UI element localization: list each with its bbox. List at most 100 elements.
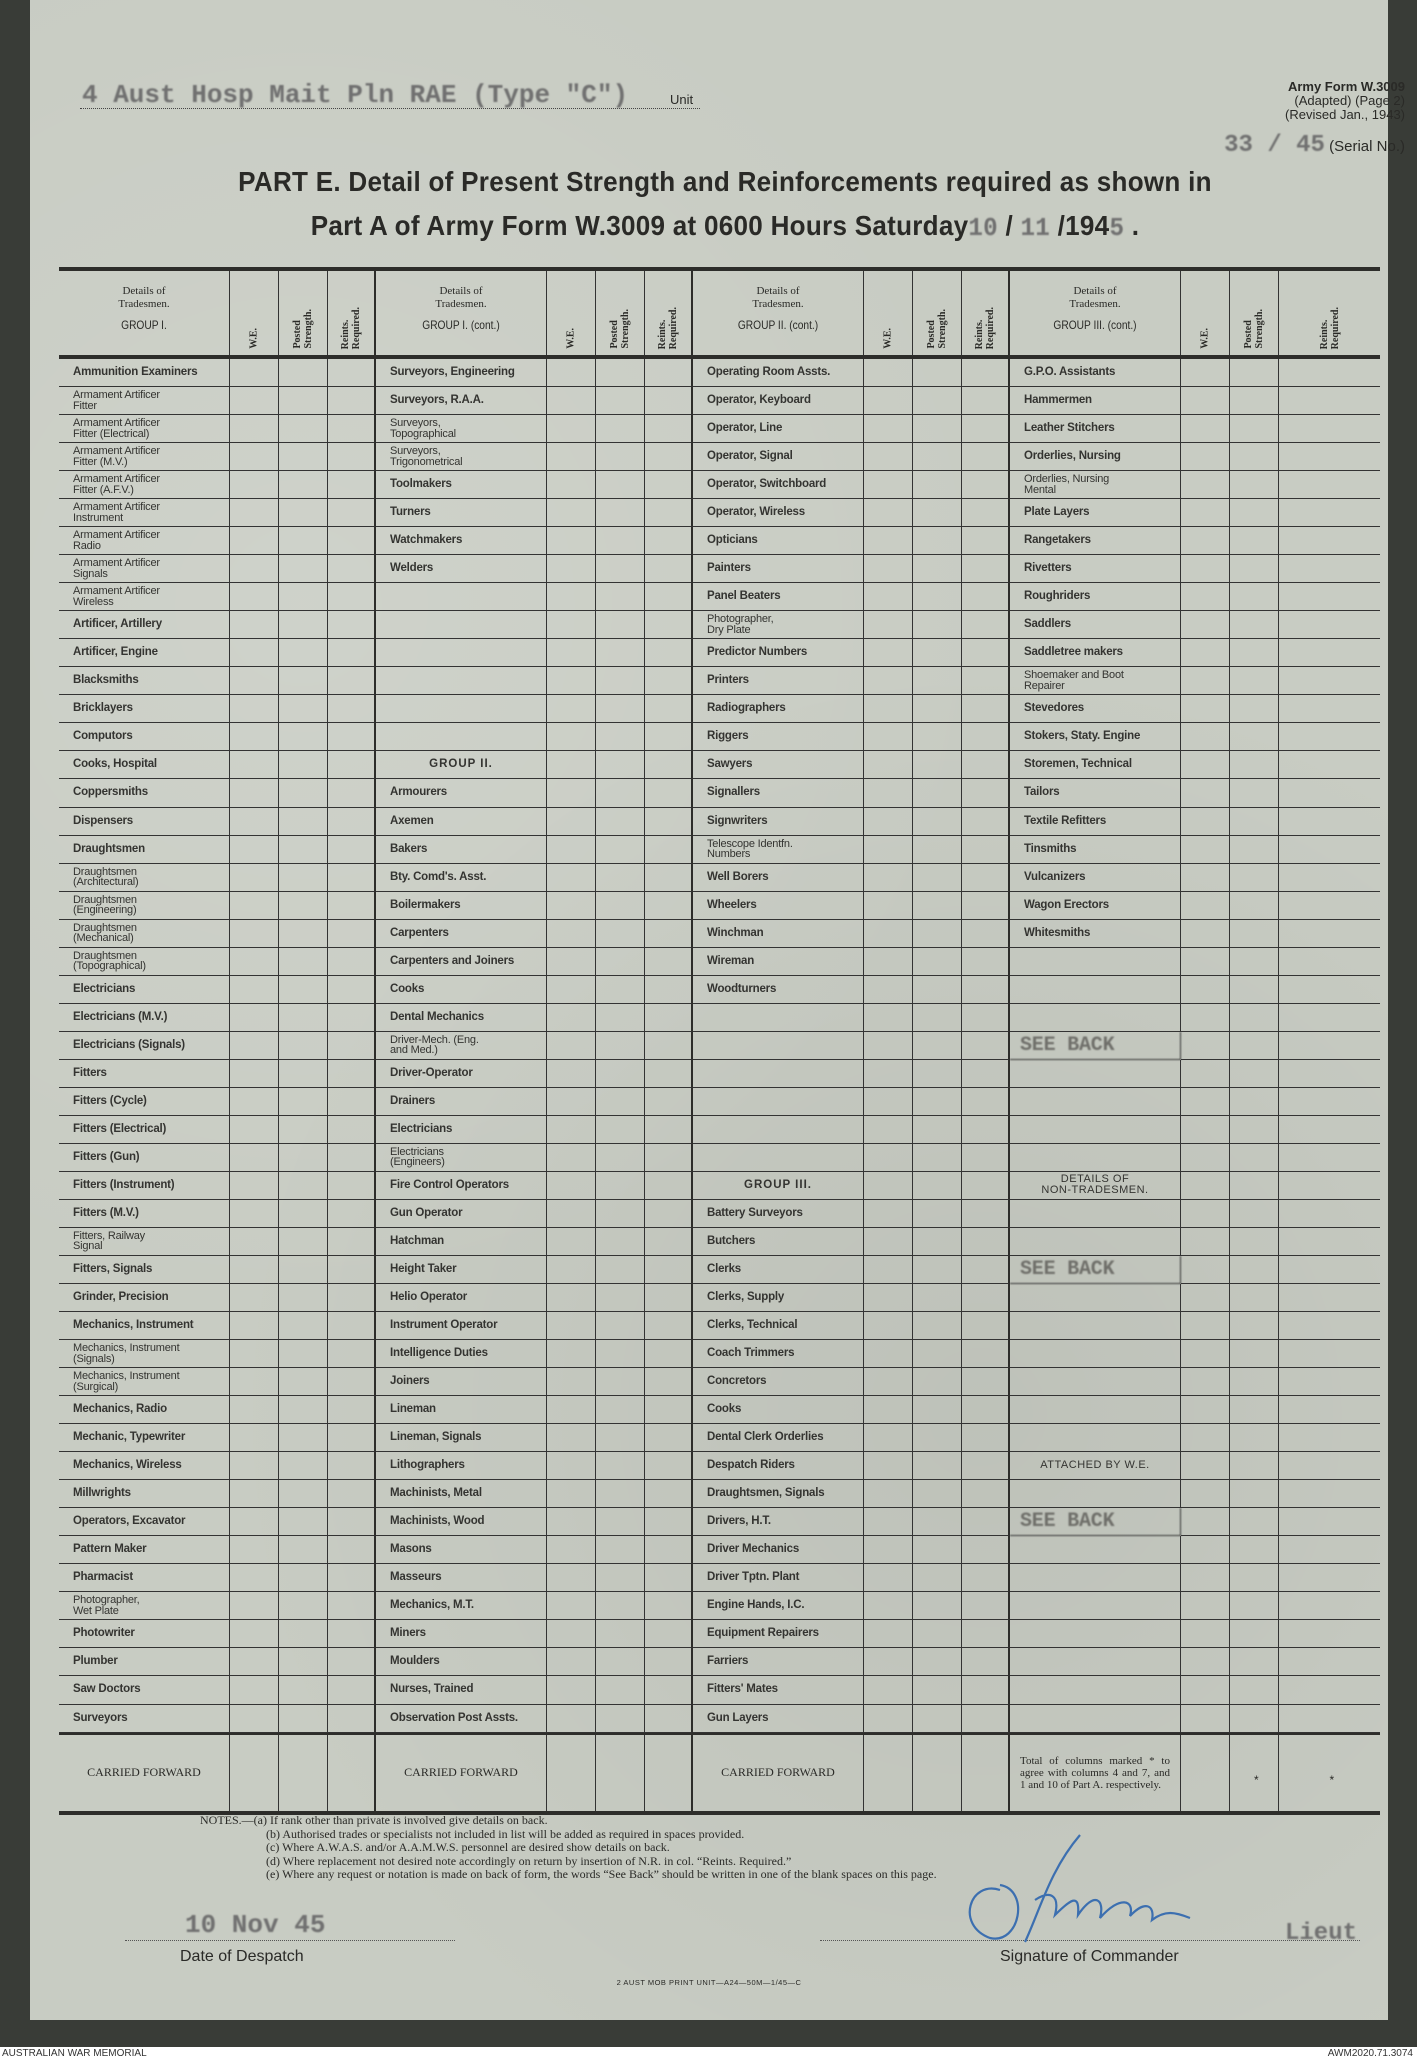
table-row: DETAILS OF NON-TRADESMEN. [1010, 1171, 1380, 1200]
table-row: Cooks [693, 1396, 1010, 1425]
we-cell [230, 555, 279, 584]
trade-name: Mechanics, M.T. [376, 1592, 547, 1621]
reints-required-cell [1279, 1200, 1380, 1228]
posted-strength-cell [1230, 1171, 1279, 1200]
table-row: Printers [693, 667, 1010, 696]
table-row: Photographer, Dry Plate [693, 611, 1010, 640]
posted-header: Posted Strength. [596, 271, 645, 355]
we-cell [547, 1284, 596, 1313]
posted-strength-cell [1230, 1284, 1279, 1313]
reints-required-cell [328, 695, 376, 724]
we-cell [864, 1312, 913, 1341]
table-row: Surveyors, Engineering [376, 359, 693, 388]
reints-required-cell [1279, 1424, 1380, 1453]
posted-strength-cell [279, 583, 328, 612]
table-row: Storemen, Technical [1010, 751, 1380, 780]
table-row: Toolmakers [376, 471, 693, 500]
reints-required-cell [645, 499, 693, 528]
blank-trade-cell [693, 1143, 864, 1172]
blank-trade-cell [376, 611, 547, 640]
reints-required-cell [962, 807, 1010, 836]
posted-strength-cell [279, 835, 328, 864]
table-row: Dental Mechanics [376, 1003, 693, 1032]
reints-required-cell [328, 1227, 376, 1256]
we-cell [547, 1452, 596, 1481]
blank-trade-cell [1010, 947, 1181, 976]
reints-required-cell [1279, 1564, 1380, 1593]
posted-strength-cell [913, 527, 962, 556]
we-cell [864, 1031, 913, 1060]
table-rows: G.P.O. Assistants Hammermen Leather Stitch… [1010, 359, 1380, 1733]
table-row: Operating Room Assts. [693, 359, 1010, 388]
reints-required-cell [962, 1143, 1010, 1172]
group-label: GROUP II. (cont.) [737, 318, 819, 332]
we-total [864, 1734, 913, 1811]
table-row: Shoemaker and Boot Repairer [1010, 667, 1380, 696]
posted-strength-cell [596, 1424, 645, 1453]
we-cell [864, 639, 913, 668]
posted-strength-cell [913, 1620, 962, 1649]
signature-line [820, 1940, 1360, 1941]
posted-total [913, 1734, 962, 1811]
posted-strength-cell [913, 1003, 962, 1032]
posted-strength-cell [596, 1003, 645, 1032]
posted-strength-cell [596, 639, 645, 668]
trade-name: Operator, Wireless [693, 499, 864, 528]
posted-strength-cell [913, 499, 962, 528]
trade-name: Fitters' Mates [693, 1676, 864, 1705]
blank-trade-cell [1010, 1368, 1181, 1397]
see-back-stamp: SEE BACK [1010, 1256, 1181, 1285]
trade-name: Leather Stitchers [1010, 415, 1181, 444]
we-cell [230, 919, 279, 948]
we-cell [547, 1424, 596, 1453]
posted-strength-cell [913, 1115, 962, 1144]
details-label: Details of Tradesmen. [435, 285, 487, 310]
table-row: Draughtsmen (Mechanical) [59, 919, 376, 948]
details-header: Details of Tradesmen. GROUP III. (cont.) [1010, 271, 1181, 355]
we-cell [547, 1171, 596, 1200]
we-cell [1181, 1059, 1230, 1088]
blank-trade-cell [693, 1087, 864, 1116]
we-cell [864, 1508, 913, 1537]
we-cell [864, 611, 913, 640]
reints-required-cell [328, 471, 376, 500]
posted-strength-cell [279, 751, 328, 780]
we-cell [547, 1059, 596, 1088]
we-total [547, 1734, 596, 1811]
reints-required-cell [645, 1340, 693, 1369]
posted-strength-cell [913, 1704, 962, 1733]
we-cell [864, 919, 913, 948]
trade-name: Stokers, Staty. Engine [1010, 723, 1181, 752]
reints-required-cell [328, 1508, 376, 1537]
we-cell [1181, 1312, 1230, 1341]
reints-required-cell [1279, 1256, 1380, 1285]
reints-required-cell [1279, 1116, 1380, 1144]
reints-required-cell [328, 1284, 376, 1313]
posted-strength-cell [596, 947, 645, 976]
trade-name: Whitesmiths [1010, 919, 1181, 948]
table-row: Plumber [59, 1648, 376, 1677]
we-cell [230, 1564, 279, 1593]
reints-required-cell [645, 919, 693, 948]
table-row: Draughtsmen [59, 835, 376, 864]
trade-name: Watchmakers [376, 527, 547, 556]
posted-strength-cell [1230, 807, 1279, 836]
table-row [1010, 1284, 1380, 1313]
table-row: Computors [59, 723, 376, 752]
trade-name: Farriers [693, 1648, 864, 1677]
we-label: W.E. [882, 328, 894, 349]
reints-required-cell [1279, 948, 1380, 976]
trade-name: Draughtsmen (Engineering) [59, 891, 230, 920]
we-cell [547, 443, 596, 472]
trade-name: Masons [376, 1536, 547, 1565]
reints-total [962, 1734, 1010, 1811]
reints-required-cell [962, 1003, 1010, 1032]
we-cell [864, 1536, 913, 1565]
we-cell [864, 359, 913, 388]
table-row [1010, 975, 1380, 1004]
table-row [1010, 1424, 1380, 1453]
reints-required-cell [1279, 1340, 1380, 1369]
reints-required-cell [1279, 415, 1380, 444]
reints-required-cell [328, 1648, 376, 1677]
we-cell [864, 415, 913, 444]
